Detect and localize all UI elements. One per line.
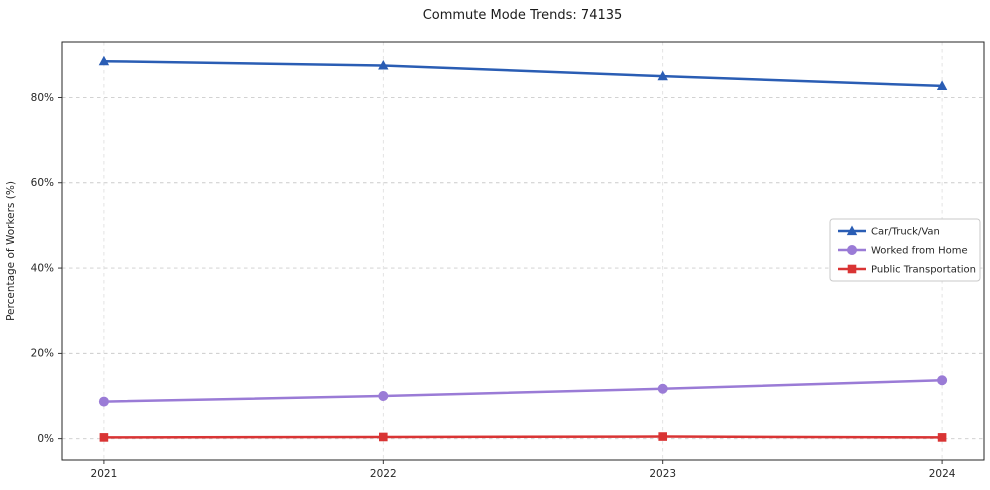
series-worked-from-home-marker-circle	[98, 396, 109, 407]
series-car-truck-van-marker-triangle	[936, 80, 948, 91]
series-worked-from-home-marker-circle	[378, 391, 389, 402]
series-worked-from-home-line	[102, 378, 944, 403]
series-car-truck-van	[98, 55, 948, 91]
x-tick-label: 2024	[929, 468, 956, 480]
series-public-transportation-marker-square	[379, 432, 388, 442]
series-public-transportation-marker-square	[937, 433, 947, 442]
series-worked-from-home-marker-circle	[657, 383, 668, 394]
series-public-transportation	[99, 432, 947, 442]
y-tick-label: 0%	[37, 433, 54, 445]
legend-item-worked-from-home: Worked from Home	[838, 245, 968, 256]
series-worked-from-home-marker-circle	[937, 375, 948, 386]
legend-item-car-truck-van-marker-triangle	[846, 225, 858, 236]
legend-item-public-transportation-marker-square	[847, 264, 857, 274]
series-car-truck-van-marker-triangle	[98, 55, 110, 66]
y-tick-label: 20%	[31, 348, 54, 360]
legend-item-worked-from-home-label: Worked from Home	[871, 245, 968, 256]
x-tick-label: 2022	[370, 468, 397, 480]
x-tick-label: 2023	[649, 468, 676, 480]
y-tick-label: 60%	[31, 177, 54, 189]
series-public-transportation-line	[102, 435, 944, 439]
legend: Car/Truck/Van Worked from Home Public Tran…	[829, 218, 981, 282]
legend-item-worked-from-home-marker-circle	[847, 245, 857, 255]
series-car-truck-van-marker-triangle	[657, 70, 668, 81]
legend-item-public-transportation: Public Transportation	[838, 264, 976, 275]
series-worked-from-home	[98, 375, 948, 407]
x-tick-label: 2021	[91, 468, 118, 480]
y-tick-label: 40%	[31, 262, 54, 274]
series-public-transportation-marker-square	[658, 432, 667, 441]
plot-frame	[61, 41, 985, 461]
legend-item-car-truck-van: Car/Truck/Van	[838, 225, 940, 237]
chart-title: Commute Mode Trends: 74135	[422, 8, 623, 23]
legend-item-public-transportation-label: Public Transportation	[871, 264, 976, 275]
series-car-truck-van-marker-triangle	[378, 59, 389, 70]
y-axis-label: Percentage of Workers (%)	[5, 181, 17, 321]
series-car-truck-van-line	[102, 59, 944, 88]
legend-box	[829, 218, 981, 282]
legend-item-car-truck-van-label: Car/Truck/Van	[871, 226, 940, 237]
series-public-transportation-marker-square	[99, 433, 109, 442]
y-tick-label: 80%	[31, 92, 54, 104]
